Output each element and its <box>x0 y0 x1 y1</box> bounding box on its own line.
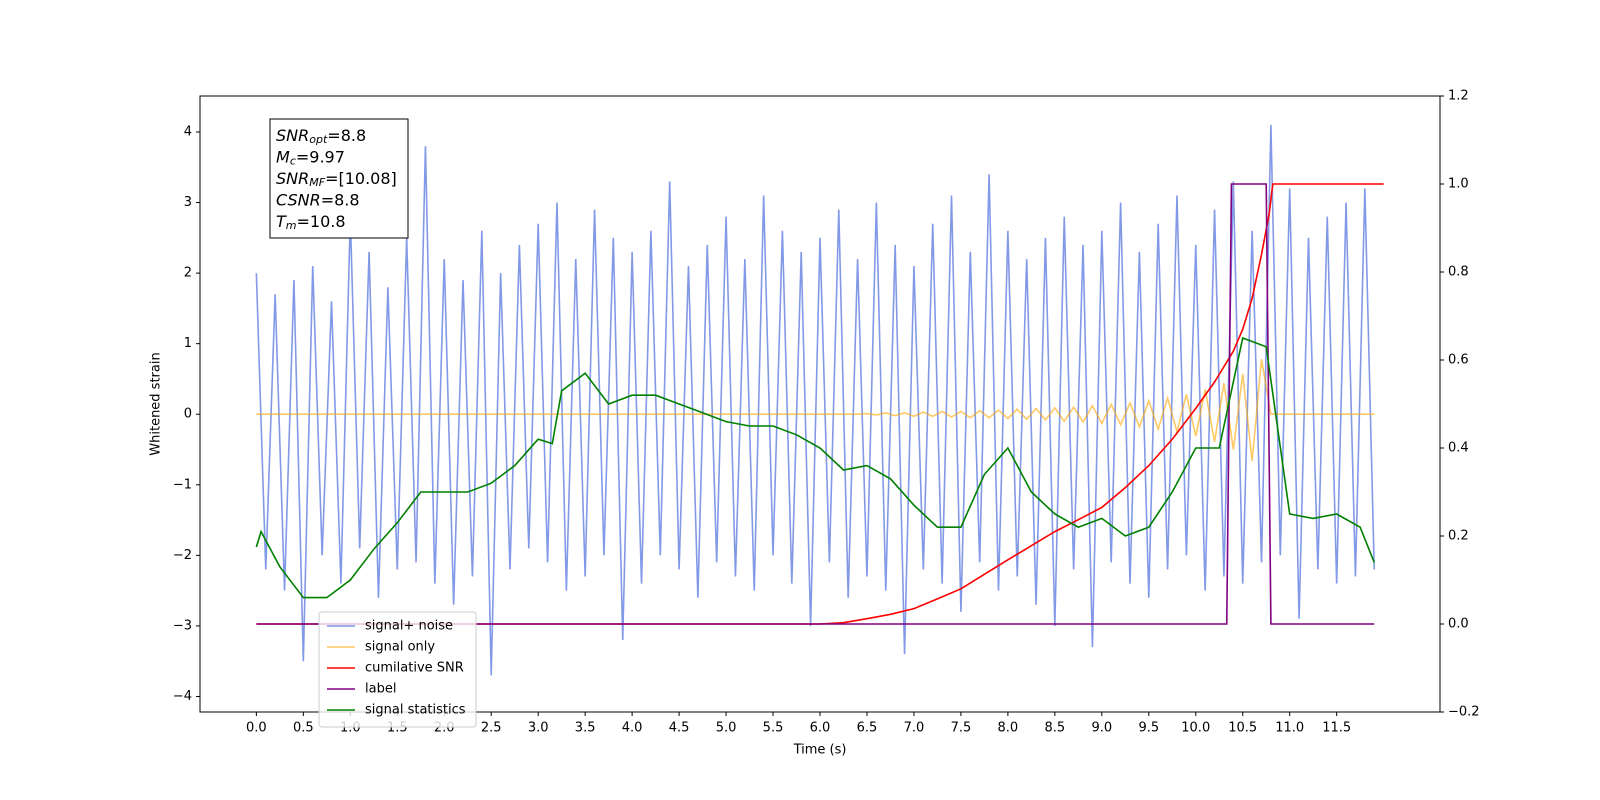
legend: signal+ noise signal only cumilative SNR la… <box>318 611 477 728</box>
x-tick-label: 11.0 <box>1275 721 1304 736</box>
annotation-box: SNRopt=8.8Mc=9.97SNRMF=[10.08]CSNR=8.8Tm… <box>269 118 409 239</box>
y-tick-label: −2 <box>173 548 192 563</box>
x-tick-label: 11.5 <box>1322 721 1351 736</box>
y-tick-label: −1 <box>173 477 192 492</box>
x-tick-label: 9.0 <box>1091 721 1112 736</box>
y-tick-label: −3 <box>173 618 192 633</box>
annotation-name: M <box>276 147 290 166</box>
annotation-value: =[10.08] <box>325 169 397 188</box>
annotation-sub: MF <box>309 176 325 189</box>
x-tick-label: 6.5 <box>857 721 878 736</box>
x-tick-label: 3.5 <box>575 721 596 736</box>
x-tick-label: 7.5 <box>951 721 972 736</box>
series-line <box>256 183 1384 625</box>
series-line <box>256 183 1375 625</box>
plot-area <box>255 124 1384 676</box>
annotation-line: SNRopt=8.8 <box>276 126 366 147</box>
x-tick-label: 0.5 <box>293 721 314 736</box>
x-tick-label: 10.5 <box>1228 721 1257 736</box>
annotation-name: SNR <box>276 126 309 145</box>
x-tick-label: 8.0 <box>998 721 1019 736</box>
y-tick-label: 4 <box>184 124 192 139</box>
y-axis-label: Whitened strain <box>149 352 164 455</box>
y-tick-label: 3 <box>184 195 192 210</box>
x-axis-label: Time (s) <box>793 743 847 758</box>
x-tick-label: 7.0 <box>904 721 925 736</box>
series-line <box>256 359 1375 461</box>
legend-label: cumilative SNR <box>365 661 464 676</box>
x-tick-label: 5.5 <box>763 721 784 736</box>
annotation-name: SNR <box>276 169 309 188</box>
annotation-value: =10.8 <box>297 212 346 231</box>
x-tick-label: 4.0 <box>622 721 643 736</box>
x-tick-label: 0.0 <box>246 721 267 736</box>
annotation-line: SNRMF=[10.08] <box>276 169 397 190</box>
annotation-name: T <box>276 212 287 231</box>
x-tick-label: 4.5 <box>669 721 690 736</box>
annotation-value: =9.97 <box>296 147 345 166</box>
y2-tick-label: 0.8 <box>1448 265 1469 280</box>
y2-tick-label: −0.2 <box>1448 705 1480 720</box>
annotation-sub: c <box>290 155 296 168</box>
legend-label: signal+ noise <box>365 619 453 634</box>
x-tick-label: 5.0 <box>716 721 737 736</box>
annotation-value: =8.8 <box>327 126 366 145</box>
legend-label: label <box>365 682 396 697</box>
annotation-value: =8.8 <box>321 190 360 209</box>
y-tick-label: 1 <box>184 336 192 351</box>
x-tick-label: 2.5 <box>481 721 502 736</box>
series-line <box>255 336 1375 599</box>
y2-tick-label: 0.4 <box>1448 441 1469 456</box>
y-tick-label: −4 <box>173 689 192 704</box>
x-tick-label: 6.0 <box>810 721 831 736</box>
y-tick-label: 0 <box>184 407 192 422</box>
series-line <box>255 124 1376 676</box>
x-tick-label: 3.0 <box>528 721 549 736</box>
y2-tick-label: 0.0 <box>1448 617 1469 632</box>
y2-tick-label: 0.6 <box>1448 353 1469 368</box>
annotation-line: Tm=10.8 <box>276 212 346 233</box>
annotation-line: Mc=9.97 <box>276 147 345 168</box>
annotation-sub: m <box>286 219 297 232</box>
annotation-name: CSNR <box>276 190 321 209</box>
y2-tick-label: 1.2 <box>1448 89 1469 104</box>
x-tick-label: 8.5 <box>1045 721 1066 736</box>
legend-label: signal only <box>365 640 435 655</box>
legend-label: signal statistics <box>365 703 466 718</box>
annotation-sub: opt <box>309 133 328 146</box>
x-tick-label: 10.0 <box>1181 721 1210 736</box>
y2-tick-label: 1.0 <box>1448 177 1469 192</box>
x-tick-label: 9.5 <box>1138 721 1159 736</box>
y2-tick-label: 0.2 <box>1448 529 1469 544</box>
y-tick-label: 2 <box>184 266 192 281</box>
annotation-frame <box>269 118 409 239</box>
legend-frame <box>318 611 477 728</box>
annotation-line: CSNR=8.8 <box>276 190 360 209</box>
